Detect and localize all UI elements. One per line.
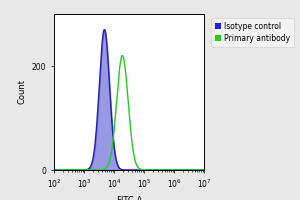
Legend: Isotype control, Primary antibody: Isotype control, Primary antibody <box>211 18 294 47</box>
X-axis label: FITC-A: FITC-A <box>116 196 142 200</box>
Y-axis label: Count: Count <box>17 79 26 104</box>
